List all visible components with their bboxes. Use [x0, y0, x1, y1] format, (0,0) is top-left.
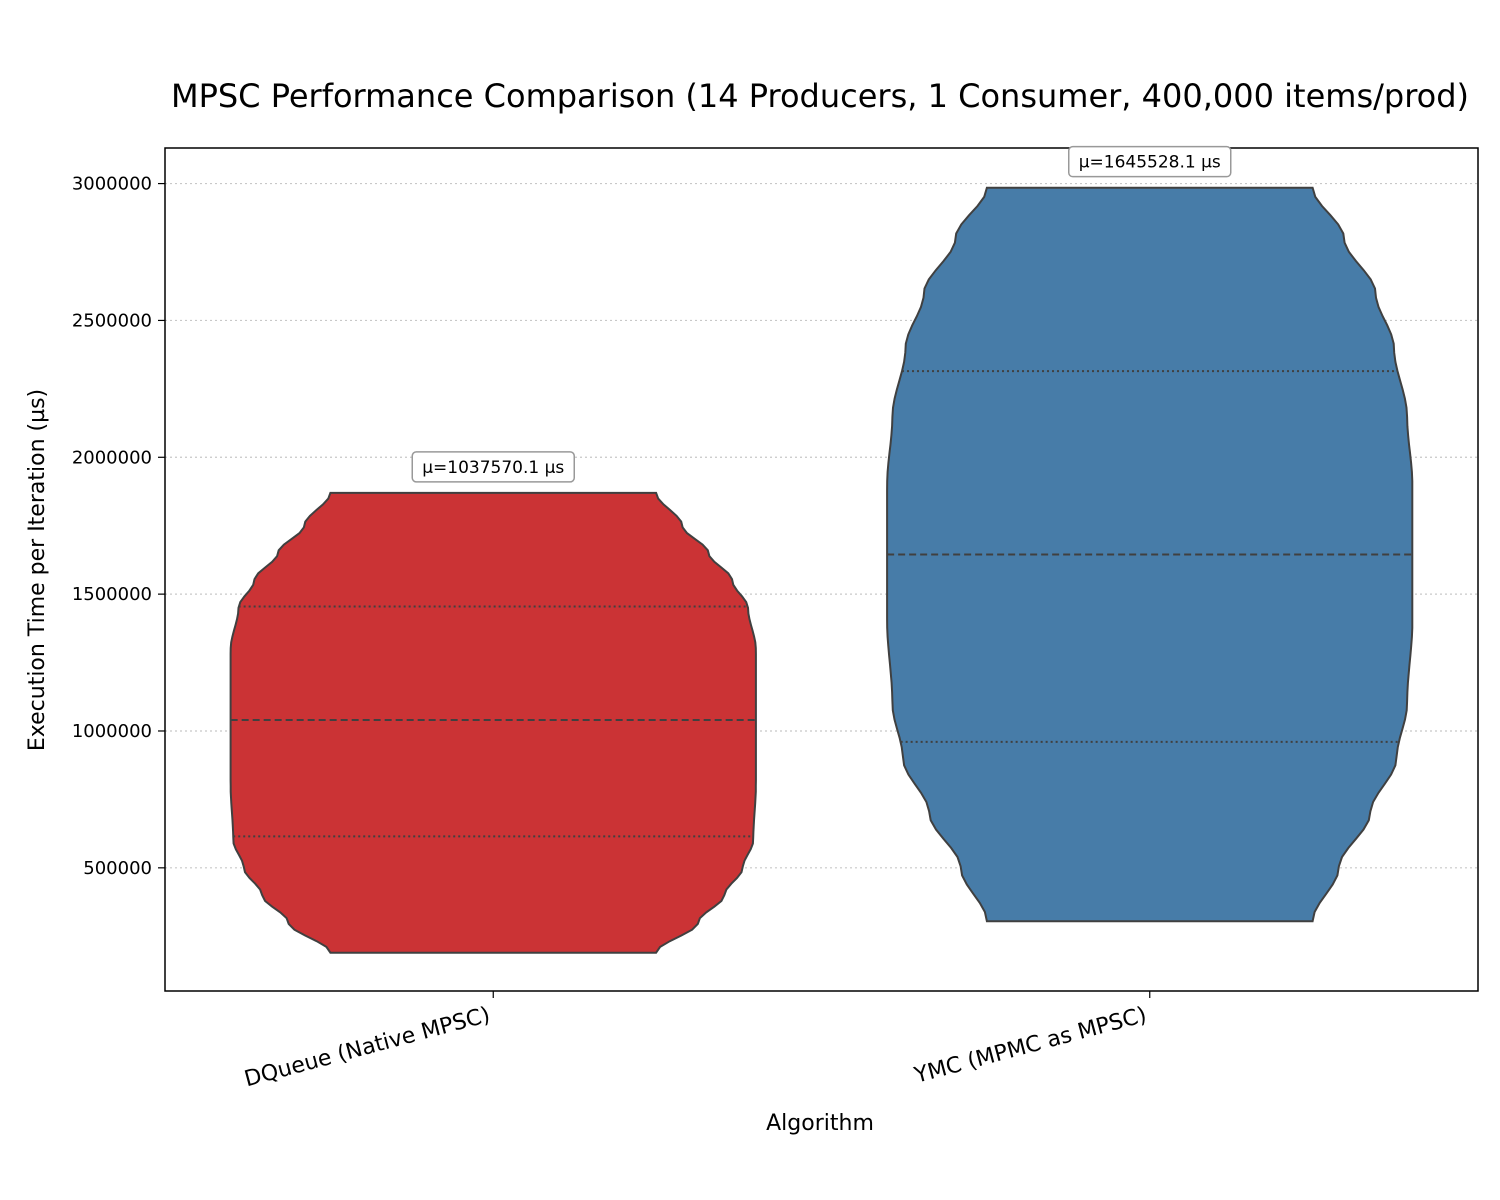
x-axis-ticks: DQueue (Native MPSC) YMC (MPMC as MPSC) [242, 991, 1151, 1093]
y-tick-label: 3000000 [72, 174, 152, 195]
y-axis-ticks: 500000 1000000 1500000 2000000 2500000 300000… [72, 174, 165, 879]
y-tick-label: 1000000 [72, 721, 152, 742]
y-axis-label: Execution Time per Iteration (µs) [25, 389, 50, 751]
mean-annotation-text: µ=1645528.1 µs [1079, 153, 1221, 173]
x-tick-label: DQueue (Native MPSC) [242, 1003, 493, 1093]
mean-annotation-box [1068, 145, 1232, 178]
x-tick-label: YMC (MPMC as MPSC) [911, 1003, 1149, 1089]
y-tick-label: 500000 [83, 858, 152, 879]
violin-body [229, 491, 757, 954]
chart-title: MPSC Performance Comparison (14 Producer… [171, 77, 1469, 115]
y-tick-label: 2000000 [72, 447, 152, 468]
plot-frame [164, 147, 1479, 992]
mean-annotation: µ=1645528.1 µs [1068, 145, 1232, 178]
mean-annotations: µ=1037570.1 µs µ=1645528.1 µs [411, 145, 1232, 483]
mean-annotation-text: µ=1037570.1 µs [422, 458, 564, 478]
x-axis-label: Algorithm [766, 1111, 874, 1136]
y-tick-label: 2500000 [72, 310, 152, 331]
violins [229, 186, 1414, 954]
y-tick-label: 1500000 [72, 584, 152, 605]
mean-annotation: µ=1037570.1 µs [411, 451, 575, 483]
mean-annotation-box [411, 451, 575, 483]
grid-lines [165, 182, 1478, 869]
